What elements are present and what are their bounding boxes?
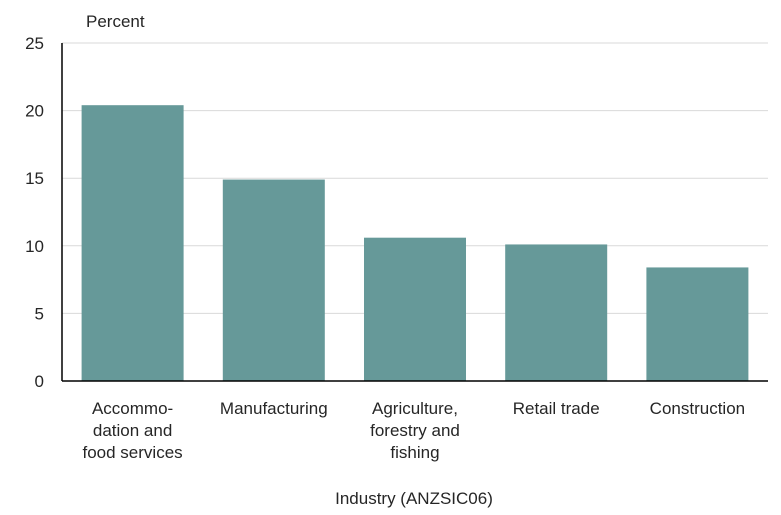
x-tick-label: Manufacturing (220, 399, 328, 418)
x-tick-label: Retail trade (513, 399, 600, 418)
x-tick-label: Construction (650, 399, 745, 418)
bar (364, 237, 466, 381)
bar (646, 267, 749, 381)
y-tick-label: 15 (25, 169, 44, 188)
y-tick-label: 10 (25, 237, 44, 256)
bar (222, 179, 325, 381)
x-tick-label: Agriculture, forestry and fishing (370, 399, 460, 462)
y-tick-label: 20 (25, 102, 44, 121)
y-tick-label: 0 (35, 372, 44, 391)
x-axis-title: Industry (ANZSIC06) (335, 489, 493, 508)
x-tick-label: Accommo-dation and food services (83, 399, 183, 462)
y-axis-title: Percent (86, 12, 145, 31)
bars (81, 105, 749, 381)
bar (81, 105, 184, 381)
y-tick-label: 25 (25, 34, 44, 53)
y-tick-label: 5 (35, 304, 44, 323)
bar (505, 244, 608, 381)
axes: 0 5 10 15 20 25 Accommo-dation and food service… (25, 34, 768, 462)
